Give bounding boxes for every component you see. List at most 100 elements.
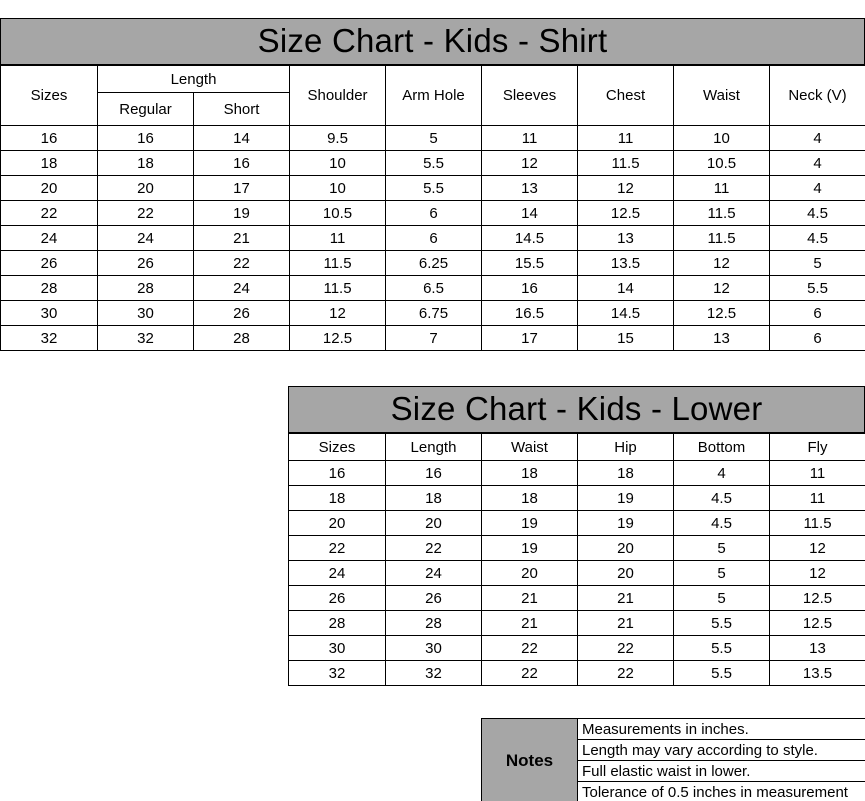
shirt-cell-size: 20: [0, 175, 98, 201]
shirt-cell-shoulder: 11.5: [289, 275, 387, 301]
lower-cell-bottom: 5: [673, 560, 770, 586]
shirt-cell-chest: 13: [577, 225, 675, 251]
shirt-header-shoulder: Shoulder: [289, 65, 387, 126]
shirt-header-row-bottom: Regular Short: [1, 92, 865, 126]
shirt-cell-waist: 12.5: [673, 300, 771, 326]
lower-cell-size: 26: [288, 585, 386, 611]
lower-header-fly: Fly: [769, 433, 865, 461]
shirt-cell-short: 28: [192, 325, 291, 351]
shirt-header-sizes: Sizes: [0, 65, 98, 126]
shirt-cell-regular: 30: [97, 300, 194, 326]
notes-row: Tolerance of 0.5 inches in measurement: [482, 781, 865, 801]
lower-cell-bottom: 4.5: [673, 510, 770, 536]
shirt-size-chart: Size Chart - Kids - Shirt Sizes Length S…: [0, 18, 865, 351]
lower-cell-fly: 11: [769, 460, 865, 486]
shirt-cell-short: 21: [192, 225, 291, 251]
lower-cell-fly: 12: [769, 560, 865, 586]
shirt-cell-short: 24: [192, 275, 291, 301]
table-row: 18 18 16 10 5.5 12 11.5 10.5 4: [0, 150, 865, 176]
shirt-header-waist: Waist: [673, 65, 771, 126]
shirt-table: Sizes Length Shoulder Arm Hole Sleeves C…: [0, 65, 865, 351]
shirt-cell-shoulder: 11.5: [289, 250, 387, 276]
table-row: 22 22 19 10.5 6 14 12.5 11.5 4.5: [0, 200, 865, 226]
shirt-cell-shoulder: 12: [289, 300, 387, 326]
shirt-cell-regular: 20: [97, 175, 194, 201]
shirt-cell-chest: 14: [577, 275, 675, 301]
table-row: 30 30 26 12 6.75 16.5 14.5 12.5 6: [0, 300, 865, 326]
shirt-cell-chest: 12.5: [577, 200, 675, 226]
shirt-cell-regular: 32: [97, 325, 194, 351]
shirt-cell-neck: 4: [769, 175, 865, 201]
shirt-cell-waist: 11.5: [673, 225, 771, 251]
shirt-cell-arm-hole: 6: [385, 200, 483, 226]
table-row: 30 30 22 22 5.5 13: [288, 635, 865, 661]
table-row: 32 32 22 22 5.5 13.5: [288, 660, 865, 686]
lower-cell-size: 18: [288, 485, 386, 511]
shirt-cell-shoulder: 10: [289, 175, 387, 201]
shirt-cell-waist: 12: [673, 250, 771, 276]
table-row: 20 20 19 19 4.5 11.5: [288, 510, 865, 536]
lower-cell-size: 16: [288, 460, 386, 486]
shirt-cell-regular: 16: [97, 125, 194, 151]
shirt-cell-regular: 18: [97, 150, 194, 176]
lower-header-waist: Waist: [481, 433, 578, 461]
lower-cell-length: 28: [385, 610, 482, 636]
lower-cell-waist: 22: [481, 635, 578, 661]
shirt-cell-sleeves: 16.5: [481, 300, 579, 326]
lower-cell-size: 32: [288, 660, 386, 686]
lower-cell-bottom: 4.5: [673, 485, 770, 511]
lower-cell-size: 20: [288, 510, 386, 536]
shirt-cell-arm-hole: 5: [385, 125, 483, 151]
shirt-cell-regular: 28: [97, 275, 194, 301]
table-row: 18 18 18 19 4.5 11: [288, 485, 865, 511]
lower-size-chart: Size Chart - Kids - Lower Sizes Length W…: [288, 386, 865, 686]
shirt-cell-arm-hole: 6.5: [385, 275, 483, 301]
shirt-cell-arm-hole: 6.75: [385, 300, 483, 326]
table-row: 26 26 21 21 5 12.5: [288, 585, 865, 611]
shirt-cell-chest: 13.5: [577, 250, 675, 276]
shirt-cell-waist: 13: [673, 325, 771, 351]
shirt-cell-shoulder: 11: [289, 225, 387, 251]
lower-cell-fly: 11: [769, 485, 865, 511]
table-row: 22 22 19 20 5 12: [288, 535, 865, 561]
shirt-header-length-short: Short: [192, 92, 291, 126]
lower-cell-length: 30: [385, 635, 482, 661]
lower-cell-hip: 19: [577, 510, 674, 536]
shirt-cell-shoulder: 10: [289, 150, 387, 176]
shirt-cell-chest: 11: [577, 125, 675, 151]
shirt-cell-chest: 11.5: [577, 150, 675, 176]
lower-cell-size: 22: [288, 535, 386, 561]
lower-cell-waist: 18: [481, 460, 578, 486]
shirt-cell-size: 26: [0, 250, 98, 276]
note-line: Length may vary according to style.: [577, 739, 865, 761]
table-row: 20 20 17 10 5.5 13 12 11 4: [0, 175, 865, 201]
shirt-cell-arm-hole: 7: [385, 325, 483, 351]
shirt-cell-chest: 15: [577, 325, 675, 351]
lower-cell-length: 22: [385, 535, 482, 561]
lower-cell-fly: 12: [769, 535, 865, 561]
table-row: 16 16 14 9.5 5 11 11 10 4: [0, 125, 865, 151]
notes-section: Notes Measurements in inches. Length may…: [481, 718, 865, 801]
lower-cell-bottom: 5.5: [673, 610, 770, 636]
shirt-cell-sleeves: 16: [481, 275, 579, 301]
shirt-cell-size: 28: [0, 275, 98, 301]
lower-cell-hip: 20: [577, 535, 674, 561]
note-line: Tolerance of 0.5 inches in measurement: [577, 781, 865, 801]
note-line: Full elastic waist in lower.: [577, 760, 865, 782]
shirt-cell-short: 19: [192, 200, 291, 226]
lower-cell-hip: 21: [577, 610, 674, 636]
shirt-cell-size: 22: [0, 200, 98, 226]
shirt-cell-neck: 4.5: [769, 200, 865, 226]
shirt-cell-size: 30: [0, 300, 98, 326]
shirt-cell-arm-hole: 6: [385, 225, 483, 251]
lower-cell-length: 16: [385, 460, 482, 486]
table-row: 28 28 21 21 5.5 12.5: [288, 610, 865, 636]
shirt-header-sleeves: Sleeves: [481, 65, 579, 126]
notes-row: Full elastic waist in lower.: [482, 760, 865, 782]
shirt-header-row-top: Sizes Length Shoulder Arm Hole Sleeves C…: [0, 65, 865, 126]
shirt-cell-shoulder: 12.5: [289, 325, 387, 351]
lower-cell-length: 26: [385, 585, 482, 611]
shirt-cell-neck: 4: [769, 150, 865, 176]
lower-cell-hip: 22: [577, 660, 674, 686]
shirt-cell-chest: 14.5: [577, 300, 675, 326]
